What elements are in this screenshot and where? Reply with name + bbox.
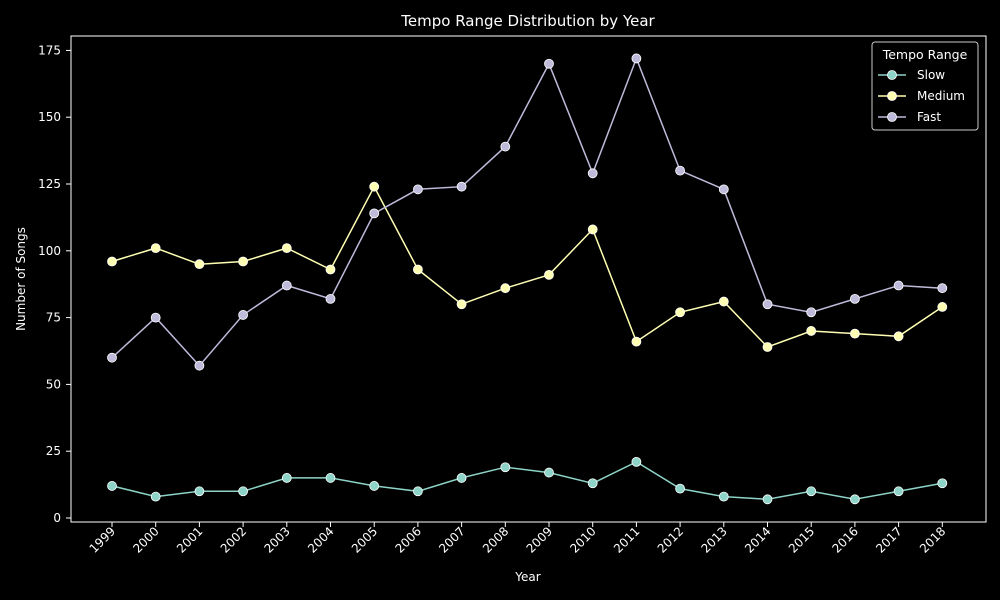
legend-entry-slow: Slow	[878, 68, 945, 82]
y-axis: 0 25 50 75 100 125 150 175	[38, 43, 71, 525]
y-axis-title: Number of Songs	[14, 227, 28, 331]
y-tick-label: 50	[46, 377, 61, 391]
data-point-fast	[587, 168, 598, 179]
data-point-medium	[107, 256, 117, 267]
data-point-fast	[238, 310, 249, 320]
legend-label-fast: Fast	[917, 110, 941, 124]
data-point-fast	[806, 307, 817, 318]
series-slow	[107, 456, 948, 505]
data-point-slow	[194, 486, 205, 497]
legend: Tempo Range Slow Medium Fast	[871, 41, 979, 131]
data-point-fast	[325, 293, 336, 304]
series-line-slow	[111, 461, 943, 501]
series-medium	[107, 181, 948, 352]
y-tick-label: 125	[38, 177, 61, 191]
series-fast	[107, 53, 948, 371]
data-point-fast	[893, 280, 904, 291]
chart-title: Tempo Range Distribution by Year	[400, 12, 655, 30]
data-point-slow	[850, 494, 860, 505]
legend-entry-fast: Fast	[878, 110, 941, 124]
data-point-slow	[893, 486, 904, 497]
data-point-fast	[631, 53, 642, 64]
data-point-medium	[281, 243, 292, 254]
y-tick-label: 100	[38, 244, 61, 258]
data-point-fast	[369, 208, 380, 219]
y-tick-label: 150	[38, 110, 61, 124]
data-point-slow	[762, 494, 773, 505]
data-point-slow	[718, 491, 729, 502]
data-point-medium	[806, 326, 817, 336]
y-tick-label: 25	[46, 444, 61, 458]
data-point-fast	[150, 312, 161, 323]
legend-frame	[871, 41, 979, 131]
legend-marker-fast	[887, 112, 897, 122]
y-tick-label: 175	[38, 43, 61, 57]
data-point-medium	[850, 328, 860, 339]
data-point-fast	[412, 184, 423, 195]
data-point-fast	[850, 293, 860, 304]
data-point-slow	[281, 473, 292, 483]
legend-title: Tempo Range	[882, 47, 968, 62]
data-point-slow	[675, 483, 685, 494]
data-point-slow	[107, 481, 117, 491]
data-point-medium	[631, 336, 642, 347]
y-tick-label: 75	[46, 311, 61, 325]
data-point-fast	[194, 360, 205, 371]
data-point-fast	[544, 58, 554, 69]
data-point-medium	[325, 264, 336, 275]
data-point-slow	[500, 462, 511, 473]
legend-label-slow: Slow	[917, 68, 945, 82]
data-point-slow	[806, 486, 817, 497]
legend-entry-medium: Medium	[878, 89, 965, 103]
legend-label-medium: Medium	[917, 89, 965, 103]
data-point-fast	[718, 184, 729, 195]
legend-marker-medium	[887, 91, 897, 101]
data-point-medium	[500, 283, 511, 294]
plot-frame	[70, 35, 987, 523]
data-point-medium	[893, 331, 904, 342]
data-point-slow	[150, 491, 161, 502]
data-point-fast	[937, 283, 948, 294]
data-point-slow	[456, 473, 467, 483]
data-point-medium	[762, 342, 773, 352]
data-point-medium	[369, 181, 380, 192]
data-point-medium	[718, 296, 729, 307]
data-point-slow	[631, 456, 642, 467]
data-point-fast	[675, 165, 685, 176]
data-point-medium	[937, 302, 948, 312]
data-point-medium	[194, 259, 205, 270]
data-point-medium	[412, 264, 423, 275]
data-point-slow	[544, 467, 554, 478]
data-point-fast	[456, 181, 467, 192]
series-line-fast	[111, 56, 943, 367]
data-point-medium	[456, 299, 467, 310]
data-point-slow	[587, 478, 598, 489]
data-point-medium	[675, 307, 685, 318]
data-point-medium	[544, 269, 554, 280]
data-point-fast	[281, 280, 292, 291]
data-point-slow	[325, 473, 336, 483]
data-point-medium	[587, 224, 598, 235]
data-point-fast	[762, 299, 773, 310]
data-point-slow	[412, 486, 423, 497]
data-point-slow	[238, 486, 249, 497]
data-point-fast	[107, 352, 117, 363]
data-point-slow	[937, 478, 948, 489]
series-line-medium	[111, 185, 943, 348]
data-point-slow	[369, 481, 380, 491]
y-tick-label: 0	[53, 511, 61, 525]
data-point-medium	[238, 256, 249, 267]
series-layer	[107, 53, 948, 505]
data-point-fast	[500, 141, 511, 152]
data-point-medium	[150, 243, 161, 254]
legend-marker-slow	[887, 70, 897, 80]
x-axis-title: Year	[514, 570, 540, 584]
